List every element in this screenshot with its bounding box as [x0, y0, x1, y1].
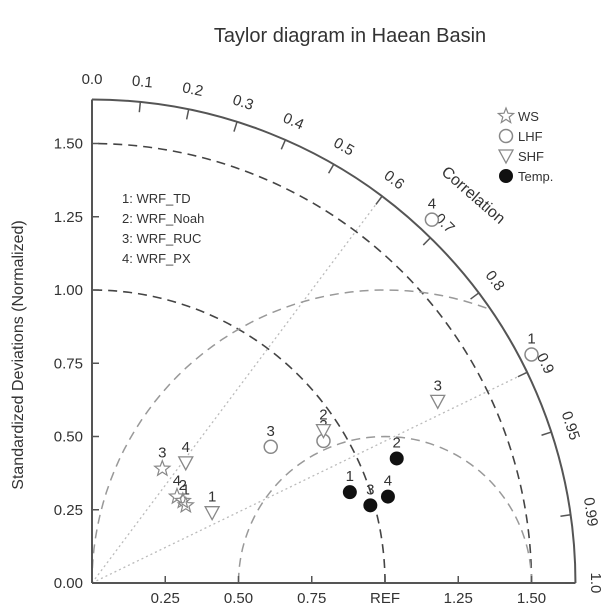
y-axis-label: Standardized Deviations (Normalized) — [10, 220, 27, 489]
correlation-tick-mark — [375, 195, 383, 205]
y-tick-label: 1.00 — [54, 282, 83, 299]
ws-marker — [167, 486, 187, 505]
shf-point-label: 2 — [319, 407, 327, 424]
correlation-tick-mark — [517, 371, 528, 378]
model-key-entry: 2: WRF_Noah — [122, 211, 204, 226]
ws-marker — [176, 495, 196, 514]
correlation-tick-label: 0.6 — [381, 167, 408, 193]
x-tick-label: 0.75 — [297, 590, 326, 607]
correlation-tick-label: 0.1 — [131, 73, 153, 92]
y-tick-label: 0.00 — [54, 575, 83, 592]
correlation-tick-label: 1.0 — [587, 573, 604, 594]
std-dev-arc — [91, 289, 386, 584]
lhf-point-label: 1 — [527, 330, 535, 347]
temp-marker — [380, 489, 395, 504]
chart-title: Taylor diagram in Haean Basin — [214, 25, 486, 47]
shf-point-label: 4 — [182, 439, 190, 456]
correlation-line — [91, 195, 383, 584]
temp-legend-marker — [499, 169, 513, 183]
y-tick-label: 0.50 — [54, 429, 83, 446]
lhf-marker — [424, 212, 440, 227]
correlation-tick-mark — [560, 514, 571, 517]
correlation-tick-label: 0.95 — [558, 409, 583, 442]
temp-point-label: 4 — [384, 473, 392, 490]
rmsd-arc — [91, 289, 487, 584]
std-dev-arc — [91, 142, 533, 584]
ws-point-label: 1 — [182, 481, 190, 498]
correlation-tick-label: 0.3 — [231, 91, 256, 113]
lhf-point-label: 3 — [267, 423, 275, 440]
axes-layer — [91, 98, 577, 584]
model-key-entry: 4: WRF_PX — [122, 251, 191, 266]
lhf-marker — [263, 439, 278, 455]
y-tick-label: 0.25 — [54, 502, 83, 519]
shf-marker — [429, 394, 446, 410]
x-tick-label: REF — [370, 590, 400, 607]
temp-legend-label: Temp. — [518, 169, 553, 184]
shf-point-label: 1 — [208, 489, 216, 506]
model-key-entry: 3: WRF_RUC — [122, 231, 201, 246]
x-tick-label: 1.25 — [444, 590, 473, 607]
legend: WS LHF SHF Temp. — [496, 106, 553, 184]
correlation-tick-mark — [327, 163, 335, 174]
x-tick-label: 1.50 — [517, 590, 546, 607]
correlation-tick-label: 0.5 — [330, 134, 357, 159]
correlation-tick-mark — [470, 292, 480, 300]
correlation-tick-label: 0.8 — [482, 267, 508, 294]
temp-marker — [342, 485, 357, 500]
lhf-legend-marker — [498, 128, 514, 144]
temp-point-label: 2 — [393, 434, 401, 451]
ws-point-label: 4 — [173, 473, 181, 490]
ws-legend-marker — [496, 106, 516, 124]
model-key-entry: 1: WRF_TD — [122, 191, 191, 206]
temp-marker — [389, 451, 404, 466]
data-points: 1234123412341234 — [153, 196, 539, 522]
x-tick-label: 0.25 — [151, 590, 180, 607]
shf-legend-label: SHF — [518, 149, 544, 164]
ws-legend-label: WS — [518, 109, 539, 124]
y-tick-label: 0.75 — [54, 355, 83, 372]
temp-marker — [363, 498, 378, 513]
shf-point-label: 3 — [434, 377, 442, 394]
lhf-point-label: 4 — [428, 196, 436, 213]
grid-layer — [91, 142, 533, 584]
model-key: 1: WRF_TD 2: WRF_Noah 3: WRF_RUC 4: WRF_… — [122, 191, 204, 266]
lhf-marker — [524, 347, 539, 362]
correlation-tick-label: 0.0 — [82, 71, 103, 88]
temp-point-label: 3 — [366, 481, 374, 498]
correlation-arc — [91, 98, 577, 584]
correlation-tick-label: 0.4 — [280, 110, 306, 134]
rmsd-arc — [237, 435, 533, 584]
x-tick-label: 0.50 — [224, 590, 253, 607]
correlation-tick-label: 0.99 — [580, 496, 601, 527]
shf-marker — [204, 506, 221, 522]
correlation-tick-mark — [138, 101, 142, 113]
y-tick-label: 1.25 — [54, 209, 83, 226]
shf-legend-marker — [497, 149, 515, 165]
correlation-tick-mark — [233, 121, 238, 132]
ws-point-label: 3 — [158, 445, 166, 462]
lhf-legend-label: LHF — [518, 129, 543, 144]
correlation-tick-mark — [280, 139, 287, 150]
ws-marker — [173, 491, 192, 509]
temp-point-label: 1 — [346, 468, 354, 485]
y-tick-label: 1.50 — [54, 136, 83, 153]
correlation-tick-mark — [541, 431, 552, 436]
tick-layer: 0.25 0.50 0.75 REF 1.25 1.50 0.00 0.25 0.50 0.75 1… — [54, 71, 604, 607]
correlation-tick-label: 0.2 — [181, 79, 205, 100]
shf-marker — [315, 423, 332, 440]
ws-marker — [153, 459, 172, 477]
correlation-tick-mark — [422, 237, 431, 246]
ws-point-label: 2 — [179, 477, 187, 494]
shf-marker — [177, 456, 194, 472]
correlation-tick-mark — [185, 109, 190, 120]
correlation-line — [91, 371, 528, 584]
